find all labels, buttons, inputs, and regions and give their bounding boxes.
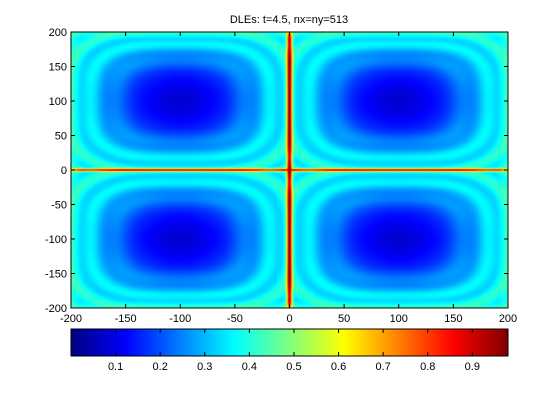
colorbar-axis: 0.1 0.2 0.3 0.4 0.5 0.6 0.7 0.8 0.9 — [108, 329, 480, 373]
x-tick-label: 100 — [390, 313, 408, 325]
x-tick-label: 150 — [444, 313, 462, 325]
heatmap-image — [71, 32, 508, 308]
x-tick-label: 50 — [338, 313, 350, 325]
colorbar-tick-label: 0.8 — [420, 361, 435, 373]
plot-area — [70, 31, 509, 309]
colorbar-tick-label: 0.2 — [153, 361, 168, 373]
x-axis: -200 -150 -100 -50 0 50 100 150 200 — [60, 32, 517, 325]
x-tick-label: -200 — [60, 313, 82, 325]
y-axis: -200 -150 -100 -50 0 50 100 150 200 — [45, 27, 508, 315]
y-tick-label: -50 — [51, 200, 67, 212]
colorbar-tick-label: 0.4 — [242, 361, 257, 373]
colorbar-tick-label: 0.5 — [286, 361, 301, 373]
chart-title: DLEs: t=4.5, nx=ny=513 — [230, 14, 348, 26]
colorbar-tick-label: 0.3 — [197, 361, 212, 373]
y-tick-label: 0 — [61, 165, 67, 177]
x-tick-label: 200 — [499, 313, 517, 325]
colorbar-frame — [70, 328, 509, 357]
colorbar-gradient — [71, 329, 508, 356]
y-tick-label: 50 — [55, 131, 67, 143]
y-tick-label: -200 — [45, 303, 67, 315]
x-tick-label: 0 — [286, 313, 292, 325]
x-tick-label: -50 — [227, 313, 243, 325]
x-tick-label: -100 — [169, 313, 191, 325]
y-tick-label: -150 — [45, 269, 67, 281]
y-tick-label: 200 — [49, 27, 67, 39]
x-tick-label: -150 — [115, 313, 137, 325]
colorbar: 0.1 0.2 0.3 0.4 0.5 0.6 0.7 0.8 0.9 — [70, 328, 509, 373]
y-tick-label: 100 — [49, 96, 67, 108]
colorbar-tick-label: 0.7 — [375, 361, 390, 373]
y-tick-label: 150 — [49, 62, 67, 74]
y-tick-label: -100 — [45, 234, 67, 246]
colorbar-tick-label: 0.6 — [331, 361, 346, 373]
colorbar-tick-label: 0.9 — [465, 361, 480, 373]
colorbar-tick-label: 0.1 — [108, 361, 123, 373]
